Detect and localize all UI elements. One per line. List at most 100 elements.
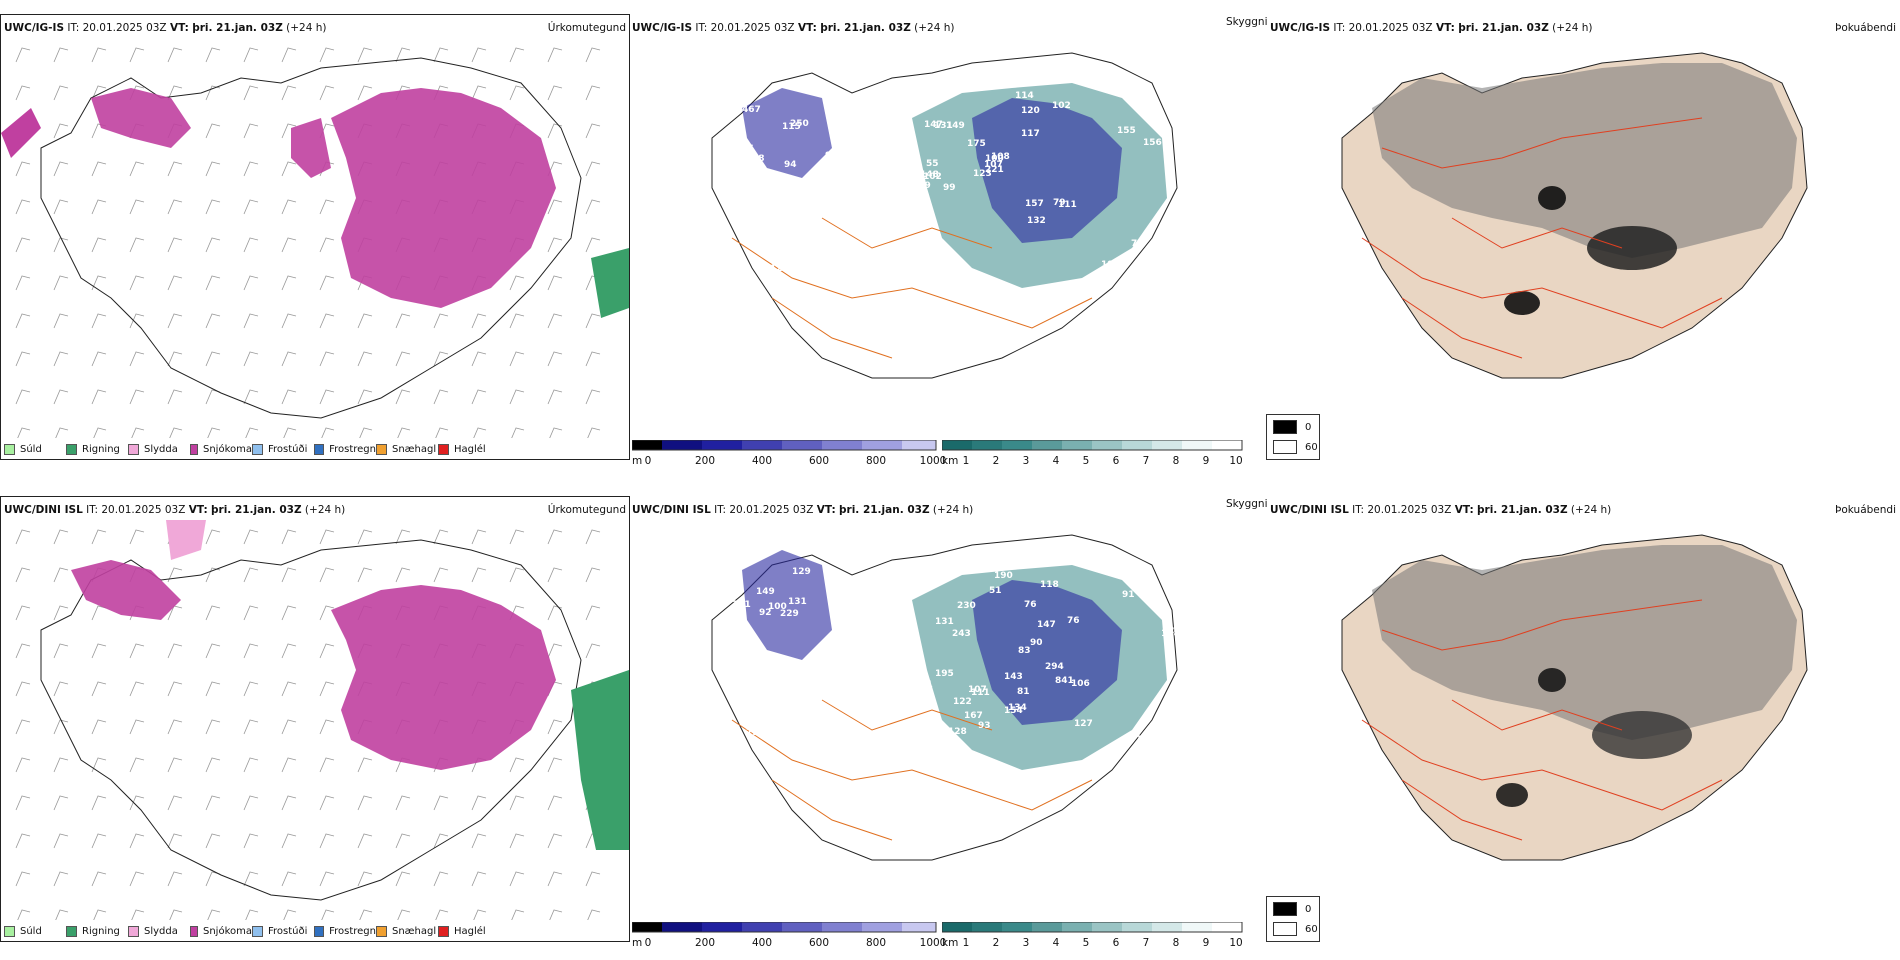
depth-value: 79 — [1053, 198, 1066, 208]
wind-barb — [55, 909, 69, 920]
wind-barb — [205, 833, 221, 849]
wind-barb — [433, 389, 449, 405]
wind-barb — [91, 237, 107, 253]
wind-barb — [129, 719, 145, 735]
depth-value: 190 — [994, 571, 1013, 581]
wind-barb — [509, 757, 525, 773]
scale-tick: 200 — [694, 455, 716, 467]
wind-barb — [129, 389, 145, 405]
precip-type-label: Úrkomutegund — [547, 504, 626, 516]
legend-item: Snæhagl — [376, 444, 438, 455]
wind-barb — [91, 605, 107, 621]
wind-barb — [281, 237, 297, 253]
legend-item: Snæhagl — [376, 926, 438, 937]
legend-swatch — [376, 444, 387, 455]
depth-value: 128 — [948, 727, 967, 737]
wind-barb — [91, 47, 107, 63]
sleet-area — [166, 520, 206, 560]
wind-barb — [547, 123, 563, 139]
wind-barb — [281, 795, 297, 811]
scale-tick: 200 — [694, 937, 716, 949]
wind-barb — [243, 833, 259, 849]
wind-barb — [547, 833, 563, 849]
wind-barb — [15, 275, 31, 291]
depth-value: 114 — [1015, 91, 1034, 101]
wind-barb — [167, 719, 183, 735]
depth-value: 131 — [935, 617, 954, 627]
legend-item: Snjókoma — [190, 444, 252, 455]
legend-label: Frostúði — [268, 444, 308, 455]
wind-barb — [15, 351, 31, 367]
wind-barb — [319, 871, 335, 887]
fog-indicator-label: Þokuábendi — [1835, 22, 1896, 34]
wind-barb — [15, 389, 31, 405]
depth-value: 221 — [985, 165, 1004, 175]
wind-barb — [509, 567, 525, 583]
visibility-colorbar: km 1 2 3 4 5 6 7 8 9 10 — [941, 439, 1262, 469]
wind-barb — [53, 123, 69, 139]
legend-item: Súld — [4, 926, 66, 937]
cloud-legend-high: 60 — [1273, 922, 1318, 936]
depth-value: 134 — [1008, 703, 1027, 713]
wind-barb — [15, 719, 31, 735]
wind-barb — [281, 833, 297, 849]
wind-barb — [395, 351, 411, 367]
depth-value: 86 — [895, 636, 908, 646]
scale-tick: 800 — [865, 937, 887, 949]
depth-value: 77 — [1131, 239, 1144, 249]
wind-barb — [547, 529, 563, 545]
precip-title: UWC/DINI ISL IT: 20.01.2025 03Z VT: þri.… — [4, 504, 346, 516]
wind-barb — [15, 567, 31, 583]
wind-barb — [53, 389, 69, 405]
wind-barb — [395, 529, 411, 545]
wind-barb — [129, 833, 145, 849]
wind-barb — [549, 909, 563, 920]
snow-depth-map: 9911510277100801141491201231259694871091… — [711, 52, 1178, 379]
wind-barb — [547, 757, 563, 773]
wind-barb — [129, 795, 145, 811]
cloud-legend-high-label: 60 — [1305, 441, 1318, 453]
wind-barb — [129, 47, 145, 63]
depth-value: 81 — [733, 696, 746, 706]
visibility-ticks: km 1 2 3 4 5 6 7 8 9 10 — [942, 937, 1262, 951]
wind-barb — [281, 275, 297, 291]
wind-barb — [281, 47, 297, 63]
wind-barb — [281, 567, 297, 583]
depth-value: 109 — [912, 181, 931, 191]
depth-value: 105 — [970, 81, 989, 91]
dense-cloud — [1504, 291, 1540, 315]
wind-barb — [243, 85, 259, 101]
wind-barb — [243, 313, 259, 329]
depth-value: 106 — [1071, 679, 1090, 689]
depth-value: 94 — [1139, 591, 1152, 601]
legend-swatch — [252, 444, 263, 455]
depth-color-ramp — [631, 921, 937, 933]
cloud-area — [1372, 63, 1797, 258]
depth-value: 129 — [792, 567, 811, 577]
precip-map-frame — [0, 496, 630, 942]
depth-value: 125 — [808, 86, 827, 96]
wind-barb — [129, 351, 145, 367]
wind-barb — [167, 389, 183, 405]
visibility-colorbar: km 1 2 3 4 5 6 7 8 9 10 — [941, 921, 1262, 951]
wind-barb — [319, 757, 335, 773]
wind-barb — [91, 795, 107, 811]
legend-label: Haglél — [454, 926, 486, 937]
wind-barb — [585, 85, 601, 101]
depth-value: 80 — [854, 224, 867, 234]
depth-value: 148 — [920, 170, 939, 180]
wind-barb — [433, 47, 449, 63]
wind-barb — [357, 833, 373, 849]
wind-barb — [167, 313, 183, 329]
wind-barb — [357, 795, 373, 811]
wind-barb — [243, 757, 259, 773]
wind-barb — [547, 199, 563, 215]
wind-barb — [15, 161, 31, 177]
wind-barb — [53, 47, 69, 63]
wind-barb — [281, 605, 297, 621]
wind-barb — [509, 47, 525, 63]
wind-barb — [129, 643, 145, 659]
cloud-legend: 0 60 — [1266, 414, 1320, 460]
rain-area — [591, 248, 629, 318]
wind-barb — [433, 833, 449, 849]
